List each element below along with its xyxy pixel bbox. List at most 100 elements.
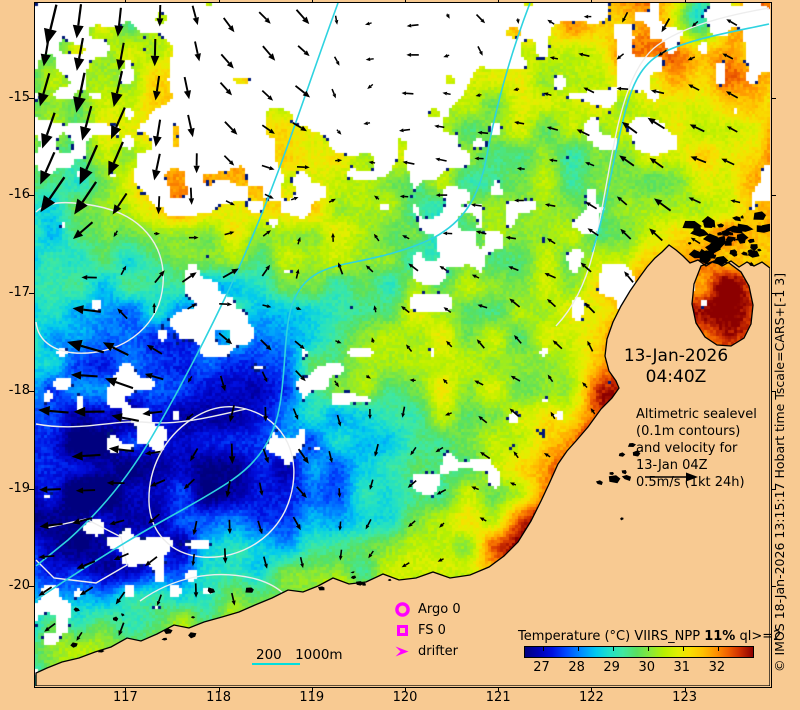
- annotation-line: 0.5m/s (1kt 24h): [636, 475, 745, 490]
- isobath-contour-line: [35, 3, 339, 567]
- velocity-arrow: [115, 591, 126, 605]
- depth-contour-legend: 200 1000m: [256, 647, 343, 663]
- velocity-arrow: [262, 448, 269, 464]
- velocity-arrow: [71, 517, 93, 525]
- velocity-arrow: [294, 340, 305, 350]
- velocity-arrow: [583, 14, 592, 19]
- x-tick-label: 121: [485, 690, 511, 705]
- velocity-arrow: [152, 153, 161, 181]
- velocity-arrow: [75, 487, 96, 494]
- velocity-arrow: [73, 406, 105, 417]
- velocity-arrow: [688, 197, 701, 204]
- velocity-arrow: [690, 237, 701, 245]
- velocity-arrow: [111, 413, 139, 422]
- colorbar-tick-mark: [647, 647, 649, 651]
- colorbar-tick-mark: [542, 647, 544, 651]
- velocity-arrow: [650, 89, 665, 95]
- x-tick-mark: [218, 687, 220, 692]
- island-shape: [688, 242, 692, 245]
- velocity-arrow: [228, 404, 235, 423]
- island-shape: [729, 249, 738, 257]
- x-tick-mark: [591, 687, 593, 692]
- island-shape: [188, 632, 197, 639]
- island-shape: [737, 223, 754, 232]
- island-shape: [318, 586, 325, 591]
- velocity-arrow: [150, 38, 160, 67]
- velocity-arrow: [192, 520, 198, 536]
- y-tick-label: -17: [8, 285, 30, 301]
- island-shape: [717, 223, 725, 228]
- x-tick-mark-top: [125, 0, 127, 2]
- y-tick-label: -19: [8, 480, 30, 496]
- velocity-arrow: [263, 406, 268, 422]
- velocity-arrow: [225, 480, 231, 498]
- velocity-arrow: [543, 453, 551, 458]
- velocity-arrow: [193, 583, 199, 598]
- velocity-arrow: [181, 272, 197, 283]
- time-line: 04:40Z: [645, 367, 707, 387]
- legend-label-fs: FS 0: [418, 623, 446, 638]
- y-tick-mark-right: [771, 488, 776, 490]
- velocity-arrow: [225, 200, 235, 206]
- velocity-arrow: [297, 45, 310, 57]
- sealevel-contour-line: [35, 201, 164, 354]
- velocity-arrow: [368, 160, 376, 165]
- velocity-arrow: [38, 554, 55, 560]
- velocity-arrow: [513, 451, 519, 459]
- velocity-arrow: [120, 265, 127, 276]
- velocity-arrow: [336, 129, 342, 135]
- velocity-arrow: [654, 198, 672, 212]
- velocity-arrow: [649, 157, 664, 169]
- velocity-arrow: [544, 273, 556, 279]
- velocity-arrow: [407, 479, 417, 488]
- velocity-arrow: [410, 446, 417, 456]
- velocity-arrow: [401, 306, 410, 314]
- island-shape: [350, 575, 357, 580]
- island-shape: [688, 249, 703, 259]
- velocity-arrow: [80, 105, 93, 141]
- island-shape: [70, 642, 78, 648]
- island-shape: [740, 215, 744, 219]
- island-shape: [356, 581, 364, 586]
- velocity-arrow: [261, 371, 268, 383]
- island-shape: [350, 571, 355, 574]
- velocity-arrow: [190, 447, 199, 462]
- velocity-arrow: [509, 298, 521, 308]
- velocity-arrow: [478, 415, 488, 424]
- island-shape: [717, 232, 723, 236]
- velocity-arrow: [156, 594, 162, 606]
- velocity-arrow: [118, 622, 125, 636]
- velocity-arrow: [471, 274, 480, 279]
- velocity-arrow: [41, 112, 56, 149]
- velocity-arrow: [649, 228, 663, 242]
- velocity-arrow: [552, 340, 563, 350]
- island-shape: [728, 231, 734, 236]
- velocity-arrow: [445, 412, 452, 416]
- velocity-arrow: [224, 231, 235, 236]
- velocity-arrow: [292, 408, 299, 420]
- x-tick-label: 122: [578, 690, 604, 705]
- date-line: 13-Jan-2026: [623, 346, 729, 366]
- velocity-arrow: [399, 194, 409, 199]
- velocity-arrow: [514, 121, 525, 125]
- velocity-arrow: [72, 4, 84, 39]
- velocity-arrow: [476, 339, 485, 349]
- velocity-arrow: [374, 195, 380, 200]
- velocity-arrow: [191, 553, 196, 567]
- velocity-arrow: [365, 519, 372, 530]
- velocity-arrow: [408, 520, 416, 528]
- velocity-arrow: [722, 53, 734, 60]
- velocity-arrow: [435, 446, 444, 453]
- velocity-arrow: [113, 552, 129, 560]
- velocity-arrow: [73, 37, 85, 71]
- velocity-arrow: [336, 414, 342, 427]
- velocity-arrow: [658, 49, 667, 56]
- colorbar-title-percent: 11%: [704, 629, 736, 644]
- velocity-arrow: [726, 19, 738, 27]
- velocity-arrow: [111, 70, 124, 107]
- velocity-arrow: [584, 302, 596, 314]
- argo-circle-icon: [395, 602, 410, 617]
- velocity-arrow: [148, 513, 160, 524]
- velocity-arrow: [401, 406, 406, 418]
